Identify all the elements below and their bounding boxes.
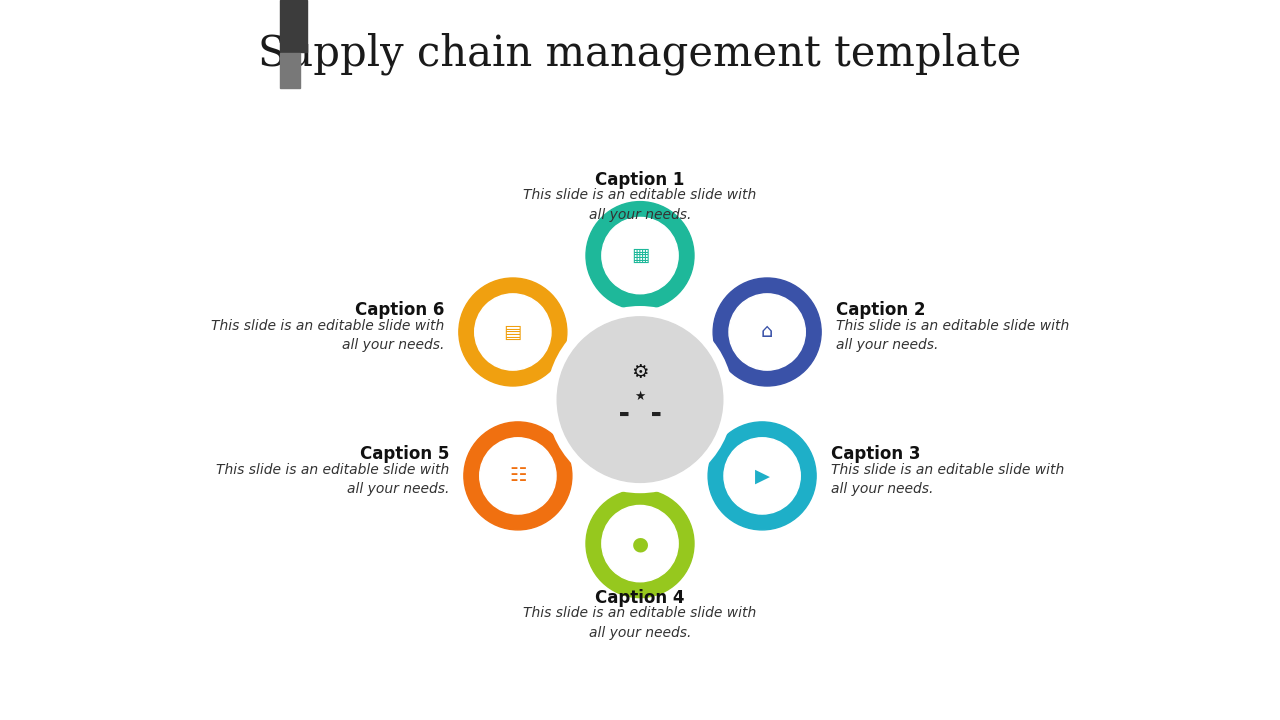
Text: Supply chain management template: Supply chain management template: [259, 32, 1021, 75]
Text: This slide is an editable slide with
all your needs.: This slide is an editable slide with all…: [211, 319, 444, 352]
Text: Caption 5: Caption 5: [360, 445, 449, 463]
Text: ▤: ▤: [503, 323, 522, 341]
Circle shape: [550, 310, 730, 490]
Circle shape: [708, 422, 817, 530]
Polygon shape: [698, 426, 733, 463]
Text: Caption 6: Caption 6: [355, 302, 444, 320]
Text: This slide is an editable slide with
all your needs.: This slide is an editable slide with all…: [831, 463, 1064, 496]
Circle shape: [475, 294, 550, 370]
Text: This slide is an editable slide with
all your needs.: This slide is an editable slide with all…: [524, 606, 756, 639]
Text: Caption 2: Caption 2: [836, 302, 925, 320]
Circle shape: [480, 438, 556, 514]
Text: Caption 3: Caption 3: [831, 445, 920, 463]
Text: ⚙: ⚙: [631, 363, 649, 382]
Text: ▬: ▬: [650, 409, 660, 419]
Polygon shape: [547, 426, 582, 463]
Circle shape: [602, 217, 678, 294]
Polygon shape: [621, 294, 659, 319]
Polygon shape: [621, 480, 659, 505]
Text: Caption 4: Caption 4: [595, 589, 685, 606]
Circle shape: [730, 294, 805, 370]
Text: ★: ★: [635, 390, 645, 402]
Circle shape: [557, 317, 723, 482]
Text: ☷: ☷: [509, 467, 526, 485]
Text: This slide is an editable slide with
all your needs.: This slide is an editable slide with all…: [836, 319, 1069, 352]
Text: ▬: ▬: [620, 409, 630, 419]
Text: This slide is an editable slide with
all your needs.: This slide is an editable slide with all…: [524, 189, 756, 222]
Polygon shape: [543, 343, 579, 379]
Bar: [280, 53, 301, 88]
Circle shape: [463, 422, 572, 530]
Text: This slide is an editable slide with
all your needs.: This slide is an editable slide with all…: [216, 463, 449, 496]
Text: ●: ●: [631, 534, 649, 553]
Text: ▶: ▶: [755, 467, 769, 485]
Circle shape: [602, 505, 678, 582]
Text: ⌂: ⌂: [760, 323, 773, 341]
Text: ▦: ▦: [631, 246, 649, 265]
Circle shape: [724, 438, 800, 514]
Circle shape: [713, 278, 822, 386]
Circle shape: [458, 278, 567, 386]
Polygon shape: [701, 343, 737, 379]
Circle shape: [586, 202, 694, 310]
Bar: [280, 0, 307, 52]
Text: Caption 1: Caption 1: [595, 171, 685, 189]
Circle shape: [586, 490, 694, 598]
Circle shape: [547, 306, 733, 493]
